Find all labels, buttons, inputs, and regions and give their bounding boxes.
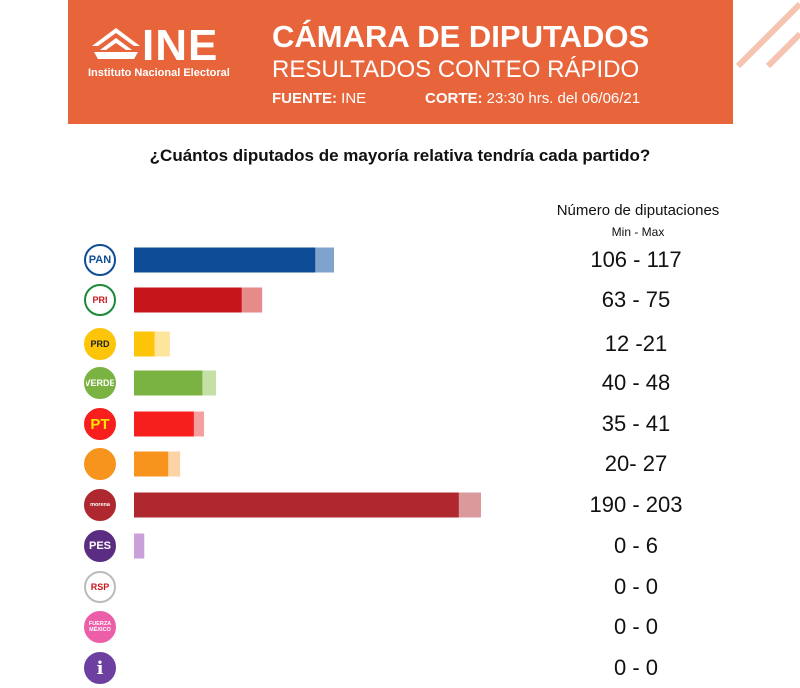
prd-logo-icon: PRD: [84, 328, 116, 360]
cutoff-line: CORTE: 23:30 hrs. del 06/06/21: [425, 90, 640, 107]
pan-logo-icon: PAN: [84, 244, 116, 276]
source-value: INE: [341, 90, 367, 107]
range-label-1: 63 - 75: [601, 287, 671, 312]
bar-min-6: [134, 492, 459, 518]
pes-logo-icon: PES: [84, 530, 116, 562]
cutoff-label: CORTE:: [425, 90, 483, 107]
range-label-4: 35 - 41: [601, 411, 671, 436]
fuerza-mexico-logo-icon: FUERZA MÉXICO: [84, 611, 116, 643]
ine-logo-subtitle: Instituto Nacional Electoral: [88, 67, 230, 79]
bar-min-2: [134, 331, 155, 357]
source-label: FUENTE:: [272, 90, 337, 107]
morena-logo-icon: morena: [84, 489, 116, 521]
header-banner: INE Instituto Nacional Electoral CÁMARA …: [68, 0, 733, 124]
rsp-logo-icon: RSP: [84, 571, 116, 603]
chart-title: ¿Cuántos diputados de mayoría relativa t…: [149, 146, 651, 165]
bar-min-4: [134, 411, 194, 437]
page-subtitle: RESULTADOS CONTEO RÁPIDO: [272, 56, 640, 83]
range-label-0: 106 - 117: [590, 247, 682, 272]
source-line: FUENTE: INE: [272, 90, 366, 107]
pri-logo-icon: PRI: [84, 284, 116, 316]
range-label-5: 20- 27: [604, 451, 668, 476]
cutoff-value: 23:30 hrs. del 06/06/21: [486, 90, 641, 107]
range-label-6: 190 - 203: [589, 492, 683, 517]
ine-logo-text: INE: [142, 21, 219, 70]
range-label-3: 40 - 48: [601, 370, 671, 395]
column-header: Número de diputaciones: [556, 202, 720, 219]
bar-min-0: [134, 247, 316, 273]
bar-min-5: [134, 451, 169, 477]
range-label-7: 0 - 6: [613, 533, 659, 558]
range-label-2: 12 -21: [604, 331, 668, 356]
bar-min-3: [134, 370, 203, 396]
mc-logo-icon: [84, 448, 116, 480]
pt-logo-icon: PT: [84, 408, 116, 440]
bar-max-7: [134, 533, 145, 559]
page-title: CÁMARA DE DIPUTADOS: [272, 19, 650, 54]
verde-logo-icon: VERDE: [84, 367, 116, 399]
range-label-8: 0 - 0: [613, 574, 659, 599]
range-label-9: 0 - 0: [613, 614, 659, 639]
independiente-logo-icon: i: [84, 652, 116, 684]
column-subheader: Min - Max: [611, 225, 665, 239]
bar-min-1: [134, 287, 242, 313]
ine-logo-icon: [92, 28, 140, 59]
range-label-10: 0 - 0: [613, 655, 659, 680]
corner-stripes-decoration: [735, 1, 800, 69]
